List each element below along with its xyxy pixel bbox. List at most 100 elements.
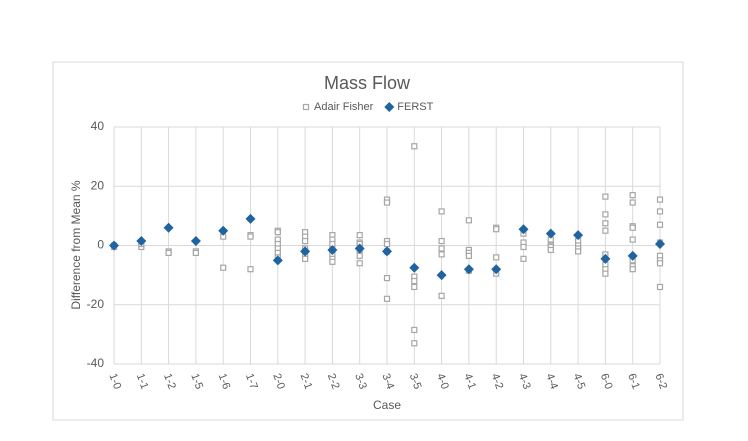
y-tick-label: 40 [91,119,105,133]
point [218,225,229,236]
x-tick-label: 3-5 [407,372,424,391]
point [383,240,391,248]
point [383,199,391,206]
point [163,222,174,233]
x-tick-label: 1-1 [134,372,151,391]
point [520,243,527,251]
legend-label: Adair Fisher [314,101,374,113]
point [383,274,391,282]
x-tick-label: 4-0 [434,372,451,391]
point [438,237,445,245]
point [656,196,664,203]
point [602,270,609,277]
point [491,264,502,275]
point [192,249,199,257]
x-tick-label: 4-2 [489,372,506,391]
point [382,246,392,257]
point [629,236,636,243]
point [656,283,664,291]
point [356,252,363,259]
point [220,264,227,271]
x-tick-label: 6-0 [598,372,615,391]
y-tick-label: 20 [91,178,105,192]
point [356,232,363,239]
chart-frame [52,61,684,421]
x-tick-label: 4-5 [571,372,588,391]
chart-title: Mass Flow [324,73,411,93]
point [383,295,391,302]
point [409,262,420,273]
point [493,226,500,233]
point [438,208,445,215]
x-tick-label: 6-2 [652,372,669,391]
point [629,224,636,231]
legend-label: FERST [397,101,433,113]
point [629,192,636,199]
x-tick-label: 4-1 [461,372,478,391]
point [109,240,119,251]
point [438,251,445,258]
point [520,255,527,262]
point [411,283,418,291]
point [247,266,254,273]
point [356,260,363,267]
point [384,102,395,112]
x-axis-label: Case [373,398,401,412]
point [465,217,472,224]
x-tick-label: 6-1 [625,372,642,391]
point [302,237,309,245]
x-tick-label: 1-0 [106,372,123,391]
point [602,193,609,200]
point [272,255,283,266]
point [411,277,418,285]
x-tick-label: 1-5 [188,372,205,391]
point [436,270,447,281]
point [465,252,472,259]
x-tick-label: 1-2 [161,372,178,391]
point [573,230,584,241]
point [411,340,418,347]
point [518,224,529,235]
point [438,292,445,299]
x-tick-label: 2-0 [270,372,287,391]
x-tick-label: 1-7 [243,372,260,391]
point [411,143,418,150]
x-tick-label: 3-4 [379,372,396,391]
point [411,326,418,334]
point [656,260,664,267]
point [302,103,310,111]
y-tick-label: -20 [87,297,105,311]
point [656,208,664,215]
point [190,236,201,247]
point [274,229,281,236]
point [327,244,338,255]
point [602,220,609,227]
point [300,246,311,257]
y-tick-label: 0 [97,238,104,252]
y-axis-label: Difference from Mean % [69,180,83,309]
point [136,236,147,247]
point [602,227,609,234]
x-tick-label: 1-6 [216,372,233,391]
y-tick-label: -40 [87,356,105,370]
x-tick-label: 2-1 [298,372,315,391]
point [493,254,500,261]
point [165,249,172,257]
point [574,248,582,255]
point [463,264,474,275]
point [600,253,611,264]
point [656,221,664,228]
point [245,213,256,224]
x-tick-label: 4-3 [516,372,533,391]
x-tick-label: 3-3 [352,372,369,391]
point [302,255,309,262]
point [655,239,665,250]
point [329,258,336,265]
point [545,228,556,239]
point [354,243,365,254]
point [627,250,638,261]
x-tick-label: 4-4 [543,372,560,391]
point [438,245,445,252]
x-tick-label: 2-2 [325,372,342,391]
